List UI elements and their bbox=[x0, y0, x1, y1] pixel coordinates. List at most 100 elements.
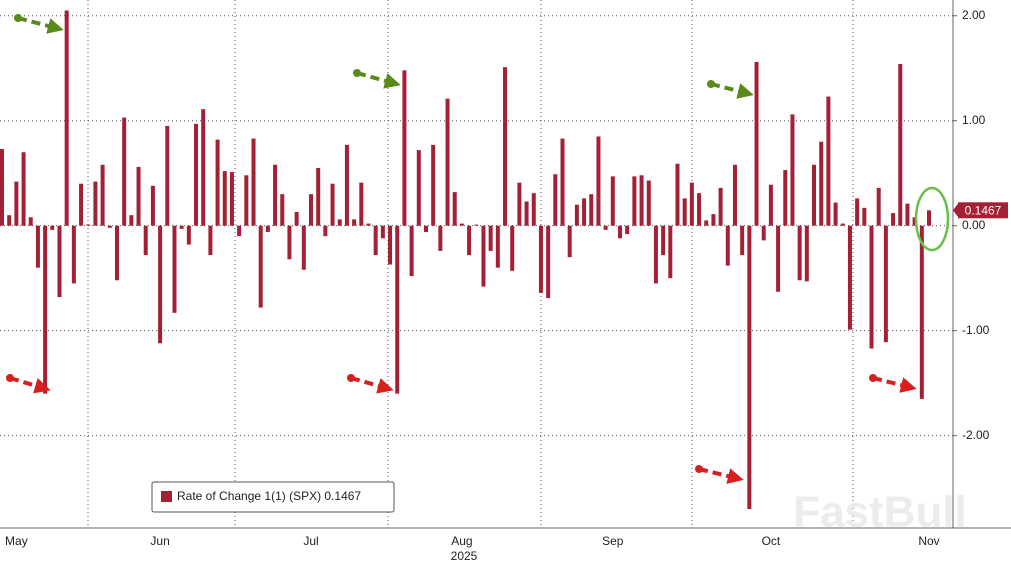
bar bbox=[280, 194, 285, 226]
arrow-dot bbox=[14, 14, 22, 22]
bar bbox=[35, 225, 40, 268]
bar bbox=[100, 164, 105, 226]
bar bbox=[445, 98, 450, 226]
arrow bbox=[698, 467, 744, 484]
bar bbox=[732, 164, 737, 226]
bar bbox=[847, 225, 852, 330]
bar bbox=[93, 181, 98, 226]
arrow bbox=[710, 82, 754, 99]
bar bbox=[797, 225, 802, 281]
bar bbox=[194, 123, 199, 226]
bar bbox=[876, 187, 881, 226]
bar bbox=[71, 225, 76, 284]
x-tick-label: Aug bbox=[451, 534, 472, 548]
bar bbox=[301, 225, 306, 270]
bar bbox=[409, 225, 414, 277]
bar bbox=[28, 217, 33, 226]
bar bbox=[826, 96, 831, 226]
x-tick-label: May bbox=[5, 534, 28, 548]
last-value-pointer bbox=[953, 202, 959, 219]
bar bbox=[603, 225, 608, 230]
bar bbox=[114, 225, 119, 281]
bar bbox=[474, 224, 479, 226]
bar bbox=[546, 225, 551, 299]
bar bbox=[309, 194, 313, 226]
bar bbox=[754, 61, 759, 226]
x-tick-label: Jul bbox=[303, 534, 318, 548]
y-tick-label: 0.00 bbox=[962, 218, 986, 232]
bar bbox=[0, 149, 4, 226]
bar bbox=[653, 225, 658, 284]
bar bbox=[86, 224, 91, 226]
bar bbox=[165, 125, 170, 226]
bar bbox=[639, 175, 644, 226]
bar bbox=[833, 202, 838, 226]
bar bbox=[287, 225, 292, 260]
bar bbox=[172, 225, 177, 313]
bar bbox=[761, 225, 766, 241]
last-value-label: 0.1467 bbox=[965, 203, 1002, 217]
bar bbox=[416, 150, 421, 226]
bar bbox=[265, 225, 270, 232]
bar bbox=[495, 225, 500, 268]
bar bbox=[438, 225, 443, 251]
bar bbox=[819, 141, 824, 226]
x-tick-label: Jun bbox=[150, 534, 169, 548]
bar bbox=[610, 176, 615, 226]
bar bbox=[79, 183, 84, 226]
arrow-dot bbox=[707, 80, 715, 88]
bar bbox=[21, 152, 26, 226]
bar bbox=[510, 225, 515, 271]
legend-box bbox=[151, 481, 395, 513]
bar bbox=[725, 225, 730, 266]
bar bbox=[14, 181, 19, 226]
bar bbox=[201, 109, 206, 226]
bar bbox=[423, 225, 428, 232]
bar bbox=[431, 144, 436, 226]
bar bbox=[43, 225, 48, 394]
arrow bbox=[17, 16, 64, 34]
legend-label: Rate of Change 1(1) (SPX) 0.1467 bbox=[177, 489, 361, 503]
bar bbox=[740, 225, 745, 256]
bar bbox=[855, 198, 860, 226]
bar bbox=[804, 225, 809, 282]
bars bbox=[0, 10, 953, 510]
arrow bbox=[9, 376, 51, 394]
y-tick-label: -2.00 bbox=[962, 428, 990, 442]
bar bbox=[682, 198, 687, 226]
bar bbox=[330, 183, 335, 226]
bar bbox=[869, 225, 874, 349]
bar bbox=[107, 225, 112, 228]
bar bbox=[337, 219, 342, 226]
bar bbox=[143, 225, 148, 256]
arrow-dot bbox=[6, 374, 14, 382]
bar bbox=[402, 70, 407, 226]
bar bbox=[883, 225, 888, 343]
bar bbox=[747, 225, 752, 510]
legend-swatch bbox=[161, 491, 172, 502]
bar bbox=[675, 163, 680, 226]
bar bbox=[812, 164, 817, 226]
bar bbox=[625, 225, 630, 235]
bar bbox=[481, 225, 486, 287]
arrow bbox=[356, 71, 401, 89]
bar bbox=[222, 171, 227, 226]
bar bbox=[840, 223, 845, 226]
bar bbox=[294, 212, 299, 226]
bar bbox=[373, 225, 378, 256]
bar bbox=[517, 182, 522, 226]
legend: Rate of Change 1(1) (SPX) 0.1467 bbox=[151, 481, 395, 513]
bar bbox=[905, 203, 910, 226]
bar bbox=[323, 225, 328, 237]
bar bbox=[582, 198, 587, 226]
bar bbox=[316, 167, 321, 226]
bar bbox=[574, 204, 579, 226]
bar bbox=[898, 64, 903, 226]
arrow-dot bbox=[695, 465, 703, 473]
bar bbox=[718, 187, 723, 226]
arrow-dot bbox=[347, 374, 355, 382]
bar bbox=[158, 225, 163, 344]
bar bbox=[776, 225, 781, 292]
arrow bbox=[350, 376, 394, 394]
